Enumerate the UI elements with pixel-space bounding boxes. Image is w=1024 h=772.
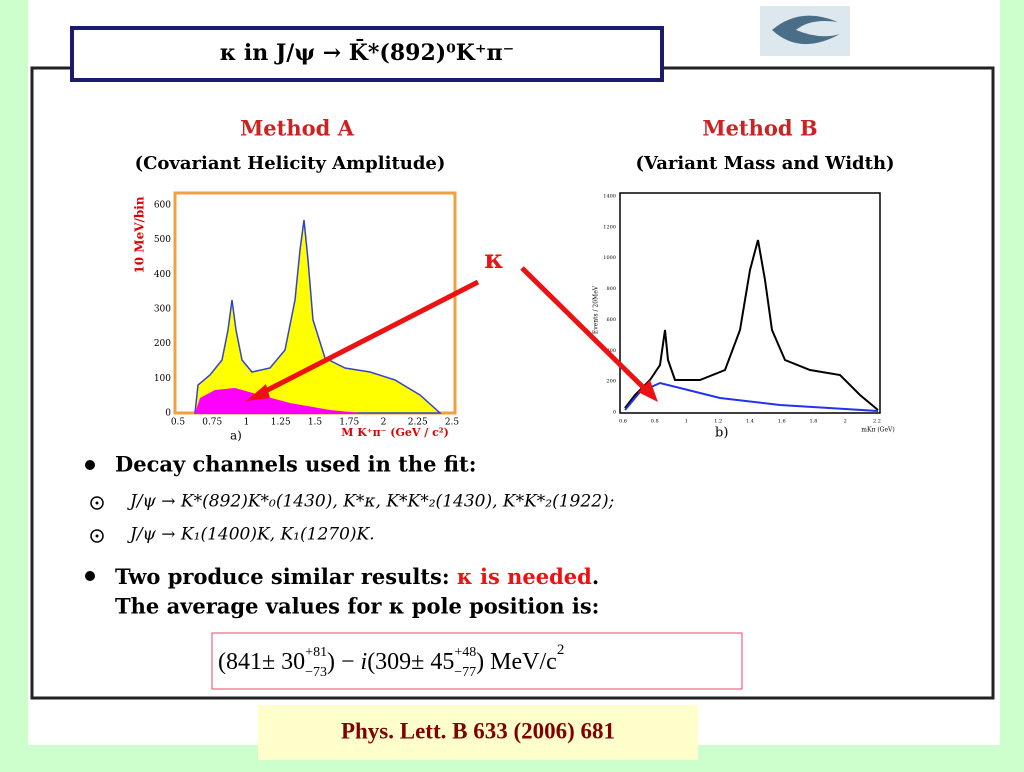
panel-label: a) <box>230 429 242 443</box>
f: ) − <box>327 649 361 675</box>
text: Two produce similar results: <box>115 564 457 589</box>
bullet-text: Two produce similar results: κ is needed… <box>115 564 599 589</box>
bullet <box>85 460 95 470</box>
method-title: Method A <box>240 116 355 141</box>
y-tick-label: 200 <box>606 379 616 385</box>
y-tick-label: 200 <box>154 339 171 349</box>
x-tick-label: 1.5 <box>308 418 323 428</box>
x-tick-label: 1 <box>685 419 688 425</box>
sub-bullet <box>90 529 104 543</box>
f: +81 <box>305 645 327 660</box>
plot-frame <box>619 192 881 414</box>
y-tick-label: 500 <box>154 235 171 245</box>
y-tick-label: 1000 <box>603 255 616 261</box>
arrow <box>250 279 480 401</box>
f: (841± 30 <box>218 649 305 675</box>
title: κ in J/ψ → K̄*(892)⁰K⁺π⁻ <box>220 38 515 66</box>
footer-box <box>258 705 698 760</box>
x-tick-label: 0.8 <box>651 419 659 425</box>
y-tick-label: 800 <box>606 286 616 292</box>
x-tick-label: 1 <box>244 418 250 428</box>
y-label: 10 MeV/bin <box>133 196 147 273</box>
method-subtitle: (Variant Mass and Width) <box>635 153 894 174</box>
x-label: mKπ (GeV) <box>861 427 894 434</box>
y-tick-label: 300 <box>154 305 171 315</box>
bullet-item: J/ψ → K*(892)K*₀(1430), K*κ, K*K*₂(1430)… <box>127 492 614 512</box>
sub-bullet <box>90 496 104 510</box>
x-tick-label: 1.75 <box>339 418 359 428</box>
y-tick-label: 1400 <box>603 194 616 200</box>
f: −73 <box>305 665 327 680</box>
x-tick-label: 1.6 <box>778 419 786 425</box>
x-tick-label: 2 <box>844 419 847 425</box>
formula-box <box>211 632 743 690</box>
x-tick-label: 2.2 <box>873 419 881 425</box>
y-tick-label: 600 <box>606 317 616 323</box>
x-tick-label: 2.5 <box>445 418 460 428</box>
x-tick-label: 1.2 <box>714 419 722 425</box>
x-tick-label: 1.25 <box>271 418 291 428</box>
x-tick-label: 1.8 <box>810 419 818 425</box>
x-tick-label: 0.75 <box>202 418 222 428</box>
arrow-head <box>246 384 270 401</box>
y-tick-label: 100 <box>154 374 171 384</box>
y-tick-label: 1200 <box>603 224 616 230</box>
bullet-text: Decay channels used in the fit: <box>115 452 477 477</box>
f: 2 <box>557 642 565 658</box>
y-tick-label: 600 <box>154 201 171 211</box>
y-tick-label: 0 <box>613 410 616 416</box>
annotation: κ <box>484 245 504 275</box>
bullet-text: The average values for κ pole position i… <box>115 594 599 619</box>
x-tick-label: 0.6 <box>619 419 627 425</box>
footer: Phys. Lett. B 633 (2006) 681 <box>341 718 615 743</box>
y-tick-label: 400 <box>154 270 171 280</box>
logo-swirl <box>772 15 840 45</box>
kappa-area <box>195 388 360 413</box>
fit-curve <box>624 239 879 411</box>
f: +48 <box>454 645 476 660</box>
formula: (841± 30+81 −73) − i(309± 45+48 −77) MeV/c… <box>218 642 564 680</box>
y-tick-label: 400 <box>606 348 616 354</box>
f: (309± 45 <box>367 649 454 675</box>
x-label: M K⁺π⁻ (GeV / c²) <box>341 426 449 439</box>
arrow <box>520 266 654 398</box>
y-label: Events / 20MeV <box>593 285 600 334</box>
x-tick-label: 2.25 <box>408 418 428 428</box>
sub-bullet <box>95 534 99 538</box>
x-tick-label: 0.5 <box>171 418 186 428</box>
bullet <box>85 571 95 581</box>
x-tick-label: 2 <box>381 418 387 428</box>
arrow-head <box>638 380 658 402</box>
method-title: Method B <box>702 116 817 141</box>
bullet-item: J/ψ → K₁(1400)K, K₁(1270)K. <box>127 525 375 545</box>
highlight: κ is needed <box>457 564 592 589</box>
text: . <box>592 564 599 589</box>
plot-b: Events / 20MeV mKπ (GeV) b) 140012001000… <box>593 192 895 441</box>
x-tick-label: 1.4 <box>746 419 754 425</box>
method-subtitle: (Covariant Helicity Amplitude) <box>135 153 446 174</box>
title-box <box>70 26 664 82</box>
panel-label: b) <box>715 426 728 441</box>
f: −77 <box>454 665 476 680</box>
plot-a: 10 MeV/bin M K⁺π⁻ (GeV / c²) a) 600 500 40… <box>133 191 460 443</box>
y-tick-label: 0 <box>165 409 171 419</box>
f: ) MeV/c <box>476 649 557 675</box>
sub-bullet <box>95 501 99 505</box>
f: i <box>361 649 368 675</box>
